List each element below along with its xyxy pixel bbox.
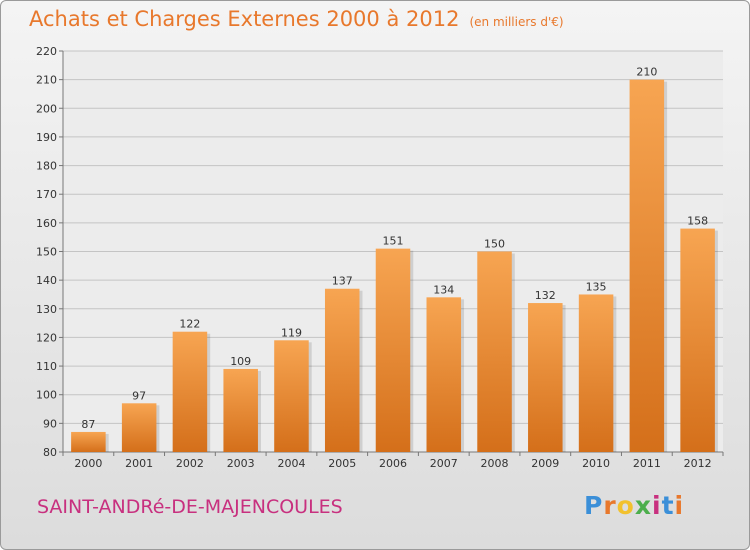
x-tick-label: 2006 [379, 457, 407, 470]
logo-letter: t [661, 491, 675, 520]
y-tick-label: 90 [43, 417, 57, 430]
x-tick-label: 2002 [176, 457, 204, 470]
y-tick-label: 210 [36, 74, 57, 87]
logo-letter: P [584, 491, 604, 520]
chart-subtitle: (en milliers d'€) [469, 15, 564, 29]
value-label: 150 [484, 238, 505, 251]
x-tick-label: 2003 [227, 457, 255, 470]
y-tick-label: 190 [36, 131, 57, 144]
x-tick-label: 2004 [277, 457, 305, 470]
value-label: 122 [179, 318, 200, 331]
x-tick-label: 2008 [481, 457, 509, 470]
bar-2008 [477, 251, 512, 452]
y-tick-label: 170 [36, 188, 57, 201]
logo-letter: x [634, 491, 652, 520]
y-tick-label: 120 [36, 331, 57, 344]
value-label: 137 [332, 275, 353, 288]
logo-letter: i [674, 491, 685, 520]
x-tick-label: 2005 [328, 457, 356, 470]
x-tick-label: 2000 [74, 457, 102, 470]
value-label: 109 [230, 355, 251, 368]
bar-2010 [578, 294, 614, 452]
y-tick-label: 150 [36, 246, 57, 259]
y-tick-label: 140 [36, 274, 57, 287]
value-label: 134 [433, 283, 454, 296]
x-tick-label: 2001 [125, 457, 153, 470]
bar-2011 [629, 79, 665, 453]
x-tick-label: 2007 [430, 457, 458, 470]
value-label: 210 [636, 66, 657, 79]
y-tick-label: 180 [36, 160, 57, 173]
x-tick-label: 2011 [633, 457, 661, 470]
value-label: 87 [81, 418, 95, 431]
y-tick-label: 130 [36, 303, 57, 316]
bar-2003 [223, 368, 258, 452]
commune-name: SAINT-ANDRé-DE-MAJENCOULES [37, 496, 343, 518]
value-label: 132 [535, 289, 556, 302]
bar-2012 [680, 228, 715, 452]
bars [71, 79, 718, 453]
bar-2002 [172, 331, 208, 452]
chart-title: Achats et Charges Externes 2000 à 2012 (e… [29, 7, 564, 31]
value-label: 135 [586, 280, 607, 293]
value-label: 151 [383, 235, 404, 248]
y-tick-label: 220 [36, 45, 57, 58]
bar-2005 [324, 288, 360, 452]
bar-2007 [426, 297, 462, 452]
logo-letter: o [616, 491, 635, 520]
bar-2004 [274, 340, 309, 452]
y-tick-label: 200 [36, 102, 57, 115]
x-tick-label: 2010 [582, 457, 610, 470]
y-tick-label: 160 [36, 217, 57, 230]
logo-letter: i [652, 491, 662, 520]
logo-letter: r [603, 491, 617, 520]
y-tick-label: 100 [36, 389, 57, 402]
chart-title-text: Achats et Charges Externes 2000 à 2012 [29, 7, 460, 31]
x-tick-label: 2009 [531, 457, 559, 470]
y-tick-label: 110 [36, 360, 57, 373]
labels: 8090100110120130140150160170180190200210… [36, 45, 712, 470]
value-label: 158 [687, 215, 708, 228]
x-tick-label: 2012 [684, 457, 712, 470]
proxiti-logo: Proxiti [584, 491, 684, 520]
bar-2006 [375, 248, 411, 452]
bar-2000 [71, 431, 106, 452]
y-tick-label: 80 [43, 446, 57, 459]
bar-2001 [121, 403, 157, 452]
bar-2009 [528, 303, 563, 452]
value-label: 119 [281, 326, 302, 339]
value-label: 97 [132, 389, 146, 402]
